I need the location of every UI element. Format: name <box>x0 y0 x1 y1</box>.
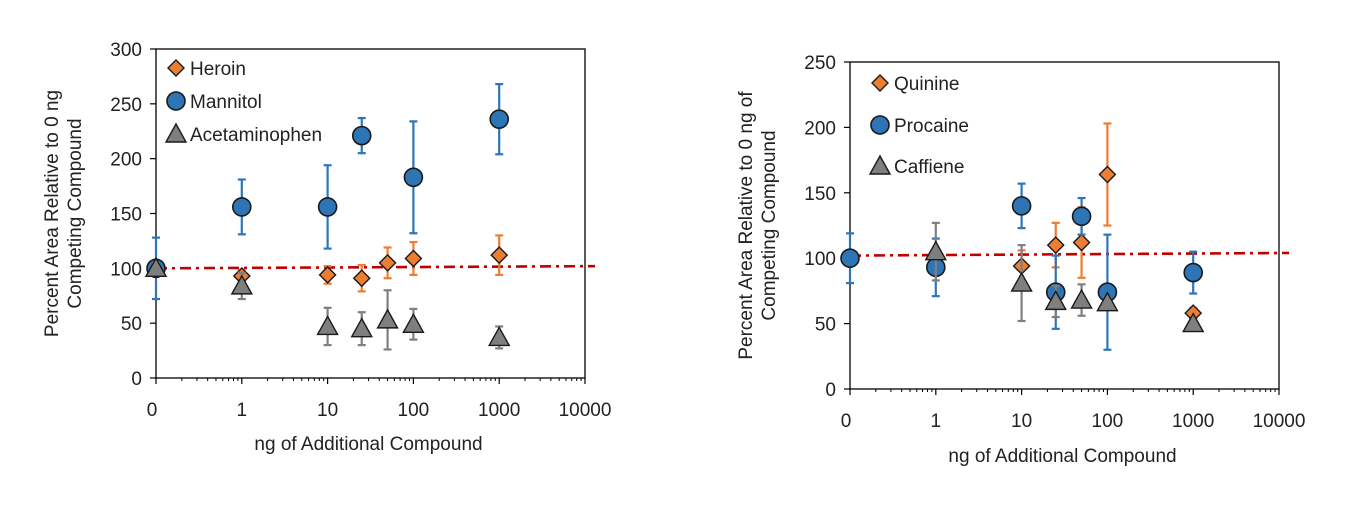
legend-marker-circle <box>166 91 186 111</box>
legend: Quinine Procaine Caffiene <box>868 74 969 178</box>
y-tick-label: 250 <box>110 95 142 116</box>
data-point <box>404 249 423 268</box>
legend-marker <box>167 59 185 77</box>
data-point <box>376 308 399 329</box>
legend-label: Procaine <box>894 116 969 137</box>
data-point <box>488 325 511 347</box>
data-point <box>316 315 339 336</box>
legend-marker <box>166 91 186 111</box>
legend-marker-triangle <box>164 122 188 143</box>
x-axis-title: ng of Additional Compound <box>254 434 482 455</box>
data-point <box>1071 206 1092 227</box>
plot-area-frame <box>849 61 1280 390</box>
data-point <box>144 256 168 278</box>
x-tick-label: 1 <box>237 400 248 421</box>
data-point <box>1183 262 1203 283</box>
legend-marker-circle <box>870 115 890 135</box>
legend-marker <box>868 154 892 175</box>
data-point <box>924 240 947 261</box>
x-tick-label: 10000 <box>559 400 612 421</box>
data-point <box>489 109 510 129</box>
data-point <box>318 265 337 284</box>
data-point <box>403 167 424 188</box>
x-tick-label: 1000 <box>478 400 520 421</box>
x-tick-label: 0 <box>147 400 158 421</box>
x-axis-title: ng of Additional Compound <box>948 446 1176 467</box>
series-mannitol <box>146 82 510 301</box>
y-axis-title-line: Competing Compound <box>65 118 86 308</box>
legend-label: Quinine <box>894 74 960 95</box>
data-point <box>1182 312 1205 333</box>
x-tick-label: 1000 <box>1172 411 1214 432</box>
legend-label: Mannitol <box>190 92 262 113</box>
series-heroin <box>232 234 509 293</box>
data-point <box>1098 165 1117 184</box>
y-axis-title-line: Percent Area Relative to 0 ng of <box>736 91 757 360</box>
data-point <box>351 125 372 146</box>
data-point <box>1010 271 1033 292</box>
x-tick-label: 0 <box>841 411 852 432</box>
legend-marker <box>871 74 889 92</box>
data-point <box>317 197 338 217</box>
y-tick-label: 0 <box>825 380 836 401</box>
y-tick-label: 200 <box>804 118 836 139</box>
data-point <box>1070 288 1093 309</box>
y-tick-label: 50 <box>121 314 142 335</box>
data-point <box>490 246 509 265</box>
data-point <box>232 197 252 217</box>
x-tick-label: 1 <box>931 411 942 432</box>
legend-marker-diamond <box>871 74 889 92</box>
y-tick-label: 100 <box>110 259 142 280</box>
legend-marker-triangle <box>868 154 892 175</box>
y-tick-label: 150 <box>804 184 836 205</box>
legend-label: Caffiene <box>894 157 964 178</box>
y-axis-title-line: Percent Area Relative to 0 ng <box>42 90 63 337</box>
data-point <box>230 274 253 295</box>
data-point <box>378 253 397 272</box>
reference-line <box>155 264 596 270</box>
data-point <box>1096 291 1119 312</box>
chart-1: 0 50 100 150 200 250 300 0 1 10 100 1000 10000 ng of … <box>42 40 611 455</box>
y-tick-label: 0 <box>131 369 142 390</box>
y-tick-label: 50 <box>815 315 836 336</box>
data-point <box>1046 236 1065 255</box>
data-point <box>350 317 373 338</box>
y-tick-label: 300 <box>110 40 142 61</box>
x-tick-label: 100 <box>1092 411 1124 432</box>
legend-marker-diamond <box>167 59 185 77</box>
x-tick-label: 10 <box>317 400 338 421</box>
data-point <box>1072 233 1091 252</box>
y-tick-label: 200 <box>110 150 142 171</box>
y-tick-label: 150 <box>110 205 142 226</box>
data-point <box>1011 196 1032 216</box>
legend-marker <box>870 115 890 135</box>
x-tick-label: 10000 <box>1253 411 1306 432</box>
legend-label: Heroin <box>190 59 246 80</box>
chart-2: 0 50 100 150 200 250 0 1 10 100 1000 10000 ng of Add… <box>736 53 1305 467</box>
y-axis-title-line: Competing Compound <box>759 130 780 320</box>
legend-marker <box>164 122 188 143</box>
data-point <box>352 269 371 288</box>
x-tick-label: 100 <box>398 400 430 421</box>
x-tick-label: 10 <box>1011 411 1032 432</box>
legend: Heroin Mannitol Acetaminophen <box>164 59 322 146</box>
data-point <box>402 312 425 333</box>
y-tick-label: 250 <box>804 53 836 74</box>
series-acetaminophen <box>144 256 511 351</box>
series-caffiene <box>924 221 1205 333</box>
data-point <box>1044 289 1067 311</box>
y-tick-label: 100 <box>804 249 836 270</box>
data-point <box>840 248 860 269</box>
reference-line <box>849 251 1290 257</box>
legend-label: Acetaminophen <box>190 125 322 146</box>
